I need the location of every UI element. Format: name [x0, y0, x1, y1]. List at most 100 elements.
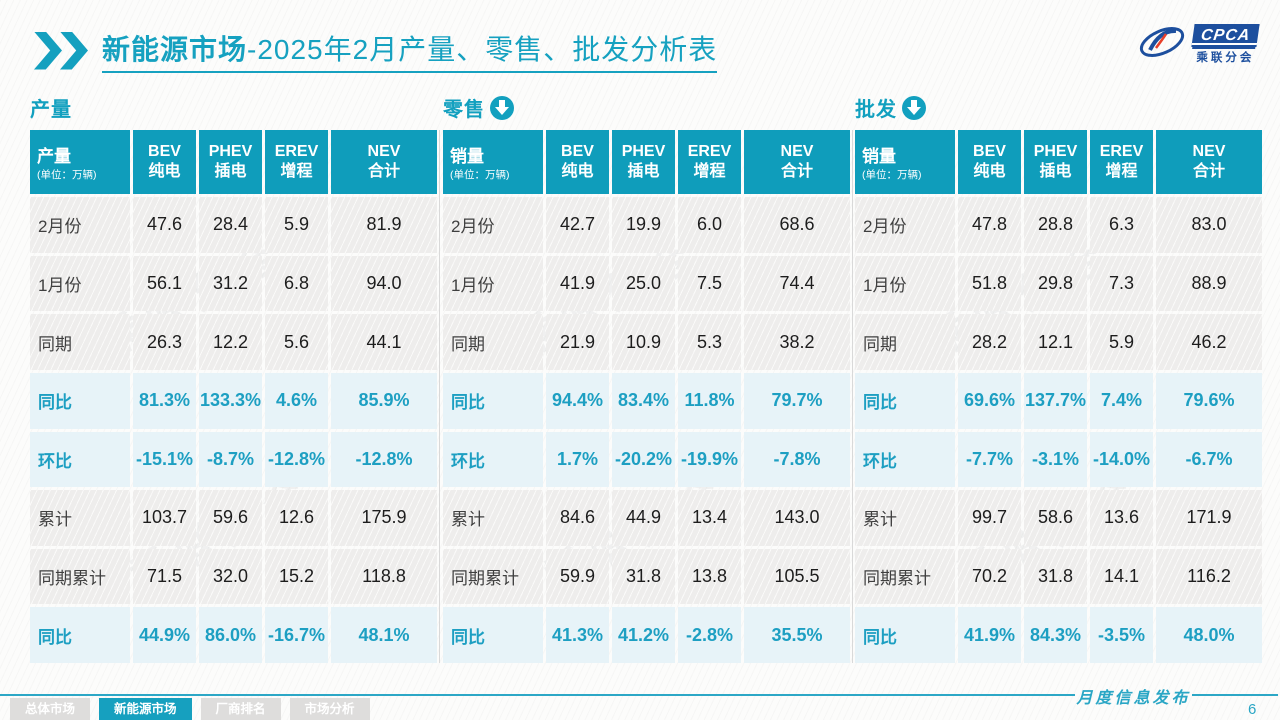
row-label-mom: 环比	[855, 431, 955, 488]
value-cell: 7.3	[1090, 255, 1153, 312]
value-cell: 74.4	[744, 255, 850, 312]
row-label: 1月份	[30, 255, 130, 312]
retail-table: 销量 (单位：万辆) BEV 纯电 PHEV 插电 EREV 增程 NEV 合计 2月份…	[443, 130, 850, 663]
value-cell: 12.6	[265, 490, 328, 546]
value-cell: 137.7%	[1024, 372, 1087, 429]
value-cell: 5.3	[678, 314, 741, 370]
table-corner-header: 销量 (单位：万辆)	[855, 130, 955, 194]
tab-nev-market[interactable]: 新能源市场	[99, 698, 192, 720]
value-cell: 58.6	[1024, 490, 1087, 546]
footer-rule	[1192, 694, 1278, 696]
column-header-bev: BEV 纯电	[546, 130, 609, 194]
value-cell: 71.5	[133, 548, 196, 605]
row-label-mom: 环比	[443, 431, 543, 488]
value-cell: 44.9%	[133, 607, 196, 663]
row-label-yoy: 同比	[443, 372, 543, 429]
value-cell: 6.3	[1090, 197, 1153, 253]
value-cell: 28.8	[1024, 197, 1087, 253]
value-cell: -20.2%	[612, 431, 675, 488]
section-title-label: 批发	[855, 99, 897, 121]
row-label: 1月份	[855, 255, 955, 312]
row-label-yoy: 同比	[30, 607, 130, 663]
row-label: 2月份	[443, 197, 543, 253]
value-cell: 69.6%	[958, 372, 1021, 429]
value-cell: -8.7%	[199, 431, 262, 488]
double-chevron-icon	[34, 31, 62, 70]
value-cell: 28.4	[199, 197, 262, 253]
value-cell: 41.2%	[612, 607, 675, 663]
section-title-label: 零售	[443, 99, 485, 121]
column-header-phev: PHEV 插电	[1024, 130, 1087, 194]
value-cell: 41.3%	[546, 607, 609, 663]
cpca-swoosh-icon	[1139, 27, 1184, 57]
column-header-erev: EREV 增程	[265, 130, 328, 194]
value-cell: 116.2	[1156, 548, 1262, 605]
corner-unit: (单位：万辆)	[450, 169, 510, 181]
section-title-wholesale: 批发	[855, 93, 926, 122]
tab-manufacturer-ranking[interactable]: 厂商排名	[200, 698, 281, 720]
value-cell: -19.9%	[678, 431, 741, 488]
column-header-nev: NEV 合计	[744, 130, 850, 194]
value-cell: 70.2	[958, 548, 1021, 605]
value-cell: 83.4%	[612, 372, 675, 429]
value-cell: 29.8	[1024, 255, 1087, 312]
column-header-phev: PHEV 插电	[612, 130, 675, 194]
value-cell: 86.0%	[199, 607, 262, 663]
column-header-erev: EREV 增程	[1090, 130, 1153, 194]
value-cell: 35.5%	[744, 607, 850, 663]
section-title-production: 产量	[30, 93, 72, 122]
value-cell: 21.9	[546, 314, 609, 370]
value-cell: -16.7%	[265, 607, 328, 663]
value-cell: 47.8	[958, 197, 1021, 253]
value-cell: 28.2	[958, 314, 1021, 370]
value-cell: 44.1	[331, 314, 437, 370]
column-header-erev: EREV 增程	[678, 130, 741, 194]
value-cell: -12.8%	[331, 431, 437, 488]
row-label-yoy: 同比	[855, 372, 955, 429]
value-cell: 79.6%	[1156, 372, 1262, 429]
value-cell: 133.3%	[199, 372, 262, 429]
value-cell: 5.9	[1090, 314, 1153, 370]
page-title-bold: 新能源市场	[102, 34, 248, 65]
column-header-bev: BEV 纯电	[958, 130, 1021, 194]
value-cell: 13.4	[678, 490, 741, 546]
value-cell: 84.6	[546, 490, 609, 546]
column-header-phev: PHEV 插电	[199, 130, 262, 194]
footer-rule	[0, 694, 1075, 696]
value-cell: 14.1	[1090, 548, 1153, 605]
row-label: 同期累计	[443, 548, 543, 605]
value-cell: -7.7%	[958, 431, 1021, 488]
value-cell: 7.4%	[1090, 372, 1153, 429]
value-cell: 12.2	[199, 314, 262, 370]
column-header-bev: BEV 纯电	[133, 130, 196, 194]
footer-nav-tabs: 总体市场 新能源市场 厂商排名 市场分析	[10, 698, 370, 720]
tab-overall-market[interactable]: 总体市场	[10, 698, 91, 720]
value-cell: -14.0%	[1090, 431, 1153, 488]
tab-market-analysis[interactable]: 市场分析	[289, 698, 370, 720]
value-cell: 5.6	[265, 314, 328, 370]
row-label: 累计	[443, 490, 543, 546]
value-cell: 11.8%	[678, 372, 741, 429]
value-cell: -15.1%	[133, 431, 196, 488]
row-label: 同期	[855, 314, 955, 370]
value-cell: 81.9	[331, 197, 437, 253]
value-cell: 47.6	[133, 197, 196, 253]
value-cell: -12.8%	[265, 431, 328, 488]
cpca-logo: CPCA 乘联分会	[1136, 22, 1260, 66]
value-cell: 56.1	[133, 255, 196, 312]
value-cell: 41.9%	[958, 607, 1021, 663]
row-label: 同期	[30, 314, 130, 370]
value-cell: 59.9	[546, 548, 609, 605]
value-cell: 118.8	[331, 548, 437, 605]
value-cell: 175.9	[331, 490, 437, 546]
value-cell: 44.9	[612, 490, 675, 546]
row-label: 2月份	[855, 197, 955, 253]
value-cell: 31.2	[199, 255, 262, 312]
value-cell: -3.1%	[1024, 431, 1087, 488]
value-cell: 6.8	[265, 255, 328, 312]
wholesale-table: 销量 (单位：万辆) BEV 纯电 PHEV 插电 EREV 增程 NEV 合计 2月份…	[855, 130, 1262, 663]
row-label: 1月份	[443, 255, 543, 312]
value-cell: 42.7	[546, 197, 609, 253]
slide-header: 新能源市场-2025年2月产量、零售、批发分析表	[34, 28, 718, 73]
value-cell: 171.9	[1156, 490, 1262, 546]
